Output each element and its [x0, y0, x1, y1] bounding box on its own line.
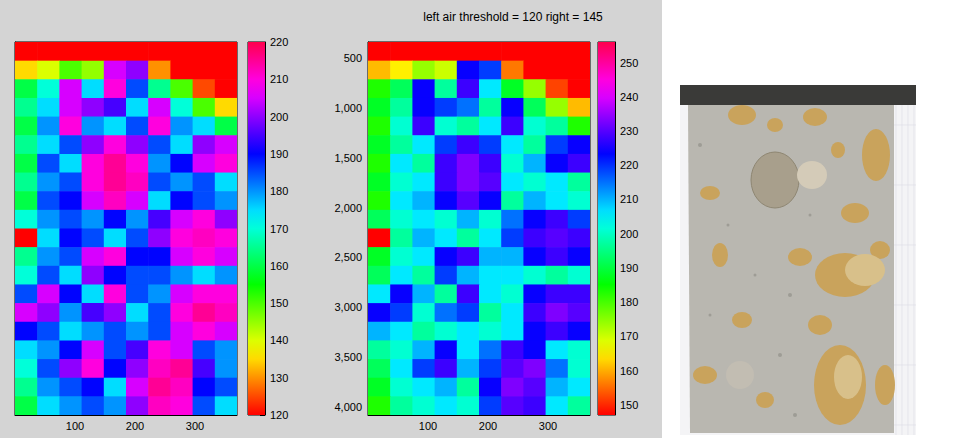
svg-text:220: 220 — [270, 36, 288, 48]
svg-text:170: 170 — [270, 223, 288, 235]
svg-text:220: 220 — [620, 159, 638, 171]
svg-text:200: 200 — [620, 228, 638, 240]
svg-text:200: 200 — [479, 420, 497, 432]
svg-text:190: 190 — [270, 148, 288, 160]
svg-text:210: 210 — [620, 193, 638, 205]
svg-text:3,500: 3,500 — [334, 351, 362, 363]
svg-text:4,000: 4,000 — [334, 401, 362, 413]
svg-text:160: 160 — [620, 365, 638, 377]
svg-text:100: 100 — [419, 420, 437, 432]
svg-text:100: 100 — [66, 420, 84, 432]
svg-text:2,000: 2,000 — [334, 202, 362, 214]
svg-text:200: 200 — [126, 420, 144, 432]
svg-text:150: 150 — [620, 399, 638, 411]
svg-text:200: 200 — [270, 111, 288, 123]
svg-text:1,500: 1,500 — [334, 152, 362, 164]
svg-text:300: 300 — [539, 420, 557, 432]
svg-text:180: 180 — [270, 185, 288, 197]
svg-text:300: 300 — [186, 420, 204, 432]
svg-text:500: 500 — [344, 52, 362, 64]
svg-text:160: 160 — [270, 260, 288, 272]
svg-text:130: 130 — [270, 372, 288, 384]
svg-text:left air threshold = 120 right: left air threshold = 120 right = 145 — [423, 10, 603, 24]
svg-text:210: 210 — [270, 73, 288, 85]
svg-text:3,000: 3,000 — [334, 301, 362, 313]
svg-text:2,500: 2,500 — [334, 251, 362, 263]
svg-text:240: 240 — [620, 91, 638, 103]
svg-text:140: 140 — [270, 334, 288, 346]
svg-text:150: 150 — [270, 297, 288, 309]
svg-text:180: 180 — [620, 296, 638, 308]
svg-text:190: 190 — [620, 262, 638, 274]
svg-text:120: 120 — [270, 409, 288, 421]
svg-text:230: 230 — [620, 125, 638, 137]
svg-text:170: 170 — [620, 330, 638, 342]
svg-text:250: 250 — [620, 57, 638, 69]
svg-text:1,000: 1,000 — [334, 102, 362, 114]
